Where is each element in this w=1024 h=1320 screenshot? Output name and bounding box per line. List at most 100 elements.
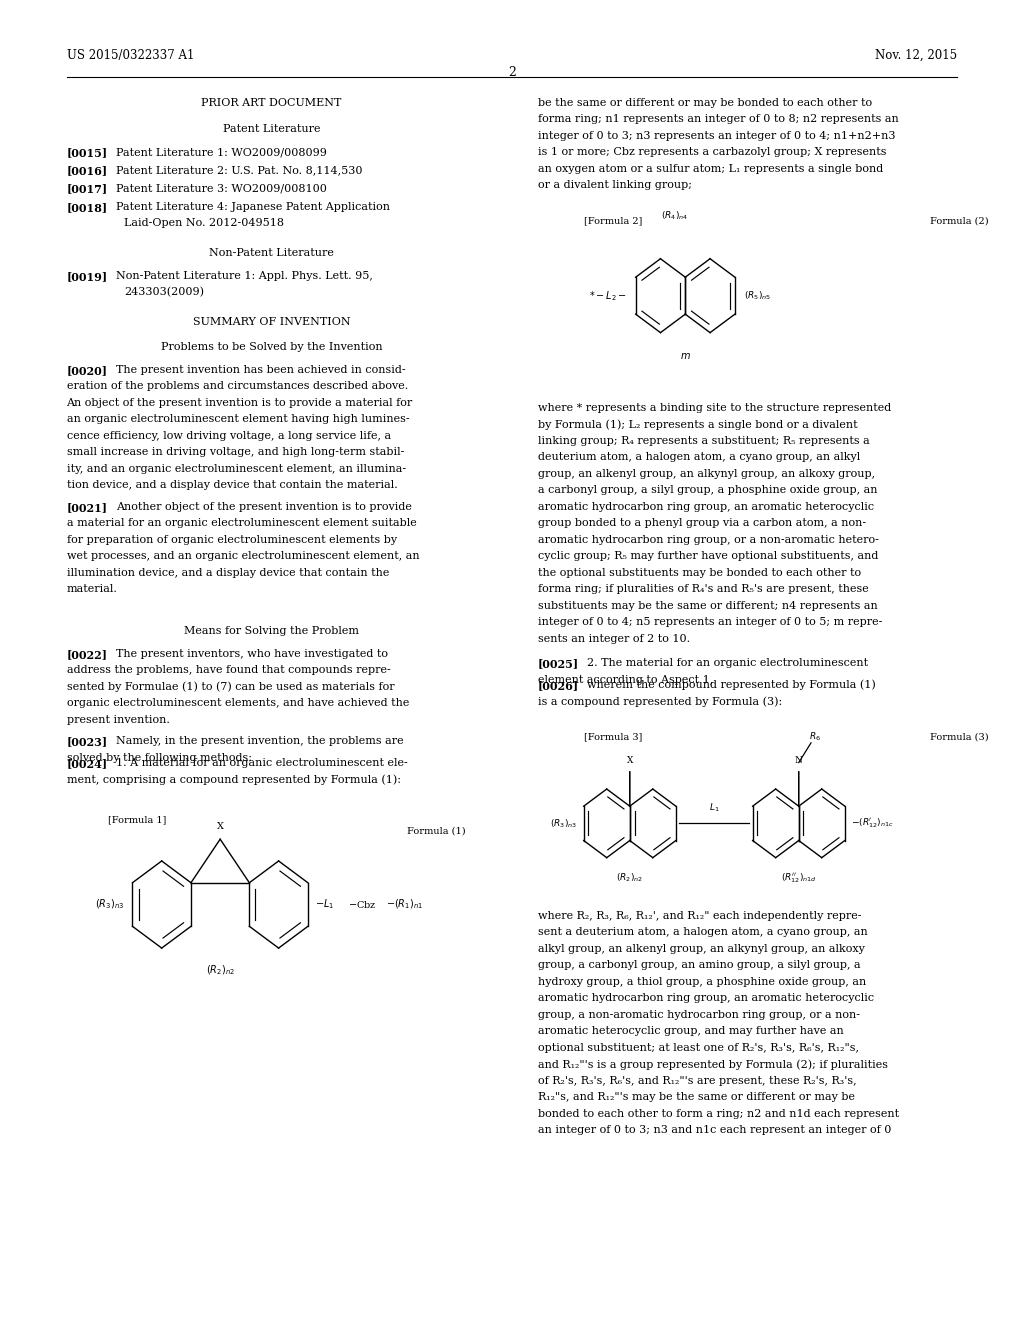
Text: [0018]: [0018] (67, 202, 108, 213)
Text: N: N (795, 756, 803, 766)
Text: organic electroluminescent elements, and have achieved the: organic electroluminescent elements, and… (67, 698, 409, 709)
Text: PRIOR ART DOCUMENT: PRIOR ART DOCUMENT (201, 98, 342, 108)
Text: element according to Aspect 1,: element according to Aspect 1, (538, 675, 713, 685)
Text: Patent Literature 3: WO2009/008100: Patent Literature 3: WO2009/008100 (116, 183, 327, 194)
Text: forma ring; if pluralities of R₄'s and R₅'s are present, these: forma ring; if pluralities of R₄'s and R… (538, 583, 868, 594)
Text: hydroxy group, a thiol group, a phosphine oxide group, an: hydroxy group, a thiol group, a phosphin… (538, 977, 866, 987)
Text: [0019]: [0019] (67, 271, 108, 282)
Text: alkyl group, an alkenyl group, an alkynyl group, an alkoxy: alkyl group, an alkenyl group, an alkyny… (538, 944, 864, 954)
Text: cence efficiency, low driving voltage, a long service life, a: cence efficiency, low driving voltage, a… (67, 430, 391, 441)
Text: an organic electroluminescent element having high lumines-: an organic electroluminescent element ha… (67, 414, 410, 425)
Text: Patent Literature 1: WO2009/008099: Patent Literature 1: WO2009/008099 (116, 147, 327, 157)
Text: is a compound represented by Formula (3):: is a compound represented by Formula (3)… (538, 696, 782, 708)
Text: cyclic group; R₅ may further have optional substituents, and: cyclic group; R₅ may further have option… (538, 550, 878, 561)
Text: 243303(2009): 243303(2009) (124, 288, 204, 298)
Text: [0022]: [0022] (67, 648, 108, 660)
Text: $*-L_2-$: $*-L_2-$ (589, 289, 627, 302)
Text: is 1 or more; Cbz represents a carbazolyl group; X represents: is 1 or more; Cbz represents a carbazoly… (538, 147, 886, 157)
Text: $-(R_{12}')_{n1c}$: $-(R_{12}')_{n1c}$ (851, 817, 894, 830)
Text: address the problems, have found that compounds repre-: address the problems, have found that co… (67, 665, 390, 676)
Text: $(R_2)_{n2}$: $(R_2)_{n2}$ (206, 964, 234, 977)
Text: 2. The material for an organic electroluminescent: 2. The material for an organic electrolu… (587, 659, 868, 668)
Text: SUMMARY OF INVENTION: SUMMARY OF INVENTION (193, 317, 350, 327)
Text: Formula (3): Formula (3) (930, 733, 988, 742)
Text: sented by Formulae (1) to (7) can be used as materials for: sented by Formulae (1) to (7) can be use… (67, 681, 394, 693)
Text: [Formula 3]: [Formula 3] (584, 733, 642, 742)
Text: 1. A material for an organic electroluminescent ele-: 1. A material for an organic electrolumi… (116, 758, 408, 768)
Text: Nov. 12, 2015: Nov. 12, 2015 (876, 49, 957, 62)
Text: Formula (1): Formula (1) (408, 826, 466, 836)
Text: Patent Literature 2: U.S. Pat. No. 8,114,530: Patent Literature 2: U.S. Pat. No. 8,114… (116, 165, 362, 176)
Text: material.: material. (67, 585, 118, 594)
Text: [0017]: [0017] (67, 183, 108, 194)
Text: wherein the compound represented by Formula (1): wherein the compound represented by Form… (587, 680, 876, 690)
Text: $(R_4)_{n4}$: $(R_4)_{n4}$ (662, 210, 688, 222)
Text: X: X (217, 822, 223, 832)
Text: aromatic hydrocarbon ring group, an aromatic heterocyclic: aromatic hydrocarbon ring group, an arom… (538, 994, 873, 1003)
Text: and R₁₂"'s is a group represented by Formula (2); if pluralities: and R₁₂"'s is a group represented by For… (538, 1060, 888, 1071)
Text: Another object of the present invention is to provide: Another object of the present invention … (116, 502, 412, 512)
Text: $(R_3)_{n3}$: $(R_3)_{n3}$ (94, 898, 124, 911)
Text: Formula (2): Formula (2) (930, 216, 988, 226)
Text: $(R_{12}'')_{n1d}$: $(R_{12}'')_{n1d}$ (781, 871, 816, 884)
Text: bonded to each other to form a ring; n2 and n1d each represent: bonded to each other to form a ring; n2 … (538, 1109, 899, 1119)
Text: [0023]: [0023] (67, 737, 108, 747)
Text: $-(R_1)_{n1}$: $-(R_1)_{n1}$ (386, 898, 423, 911)
Text: linking group; R₄ represents a substituent; R₅ represents a: linking group; R₄ represents a substitue… (538, 436, 869, 446)
Text: of R₂'s, R₃'s, R₆'s, and R₁₂"'s are present, these R₂'s, R₃'s,: of R₂'s, R₃'s, R₆'s, and R₁₂"'s are pres… (538, 1076, 856, 1086)
Text: $L_1$: $L_1$ (709, 801, 720, 814)
Text: X: X (627, 756, 633, 766)
Text: An object of the present invention is to provide a material for: An object of the present invention is to… (67, 397, 413, 408)
Text: [0016]: [0016] (67, 165, 108, 177)
Text: [0020]: [0020] (67, 364, 108, 376)
Text: ity, and an organic electroluminescent element, an illumina-: ity, and an organic electroluminescent e… (67, 463, 406, 474)
Text: Non-Patent Literature 1: Appl. Phys. Lett. 95,: Non-Patent Literature 1: Appl. Phys. Let… (116, 271, 373, 281)
Text: for preparation of organic electroluminescent elements by: for preparation of organic electrolumine… (67, 535, 396, 545)
Text: a material for an organic electroluminescent element suitable: a material for an organic electrolumines… (67, 519, 417, 528)
Text: illumination device, and a display device that contain the: illumination device, and a display devic… (67, 568, 389, 578)
Text: or a divalent linking group;: or a divalent linking group; (538, 180, 691, 190)
Text: the optional substituents may be bonded to each other to: the optional substituents may be bonded … (538, 568, 861, 578)
Text: [0021]: [0021] (67, 502, 108, 513)
Text: Patent Literature 4: Japanese Patent Application: Patent Literature 4: Japanese Patent App… (116, 202, 390, 211)
Text: integer of 0 to 3; n3 represents an integer of 0 to 4; n1+n2+n3: integer of 0 to 3; n3 represents an inte… (538, 131, 895, 141)
Text: group, a carbonyl group, an amino group, a silyl group, a: group, a carbonyl group, an amino group,… (538, 961, 860, 970)
Text: [0024]: [0024] (67, 758, 108, 768)
Text: [Formula 1]: [Formula 1] (108, 816, 166, 825)
Text: US 2015/0322337 A1: US 2015/0322337 A1 (67, 49, 194, 62)
Text: group, a non-aromatic hydrocarbon ring group, or a non-: group, a non-aromatic hydrocarbon ring g… (538, 1010, 859, 1020)
Text: $R_6$: $R_6$ (809, 730, 821, 743)
Text: optional substituent; at least one of R₂'s, R₃'s, R₆'s, R₁₂"s,: optional substituent; at least one of R₂… (538, 1043, 858, 1053)
Text: group, an alkenyl group, an alkynyl group, an alkoxy group,: group, an alkenyl group, an alkynyl grou… (538, 469, 874, 479)
Text: small increase in driving voltage, and high long-term stabil-: small increase in driving voltage, and h… (67, 447, 403, 458)
Text: deuterium atom, a halogen atom, a cyano group, an alkyl: deuterium atom, a halogen atom, a cyano … (538, 451, 860, 462)
Text: aromatic heterocyclic group, and may further have an: aromatic heterocyclic group, and may fur… (538, 1027, 844, 1036)
Text: ment, comprising a compound represented by Formula (1):: ment, comprising a compound represented … (67, 774, 400, 785)
Text: Problems to be Solved by the Invention: Problems to be Solved by the Invention (161, 342, 382, 352)
Text: sents an integer of 2 to 10.: sents an integer of 2 to 10. (538, 634, 690, 644)
Text: $(R_2)_{n2}$: $(R_2)_{n2}$ (616, 871, 643, 884)
Text: wet processes, and an organic electroluminescent element, an: wet processes, and an organic electrolum… (67, 552, 419, 561)
Text: [0026]: [0026] (538, 680, 579, 690)
Text: an oxygen atom or a sulfur atom; L₁ represents a single bond: an oxygen atom or a sulfur atom; L₁ repr… (538, 164, 883, 174)
Text: integer of 0 to 4; n5 represents an integer of 0 to 5; m repre-: integer of 0 to 4; n5 represents an inte… (538, 616, 882, 627)
Text: present invention.: present invention. (67, 714, 169, 725)
Text: Patent Literature: Patent Literature (222, 124, 321, 135)
Text: $-$Cbz: $-$Cbz (348, 899, 377, 909)
Text: Laid-Open No. 2012-049518: Laid-Open No. 2012-049518 (124, 218, 284, 228)
Text: be the same or different or may be bonded to each other to: be the same or different or may be bonde… (538, 98, 871, 108)
Text: Namely, in the present invention, the problems are: Namely, in the present invention, the pr… (116, 737, 403, 746)
Text: group bonded to a phenyl group via a carbon atom, a non-: group bonded to a phenyl group via a car… (538, 517, 865, 528)
Text: where * represents a binding site to the structure represented: where * represents a binding site to the… (538, 403, 891, 413)
Text: solved by the following methods:: solved by the following methods: (67, 752, 252, 763)
Text: an integer of 0 to 3; n3 and n1c each represent an integer of 0: an integer of 0 to 3; n3 and n1c each re… (538, 1126, 891, 1135)
Text: sent a deuterium atom, a halogen atom, a cyano group, an: sent a deuterium atom, a halogen atom, a… (538, 928, 867, 937)
Text: [0025]: [0025] (538, 659, 579, 669)
Text: 2: 2 (508, 66, 516, 79)
Text: Non-Patent Literature: Non-Patent Literature (209, 248, 334, 257)
Text: forma ring; n1 represents an integer of 0 to 8; n2 represents an: forma ring; n1 represents an integer of … (538, 114, 898, 124)
Text: aromatic hydrocarbon ring group, or a non-aromatic hetero-: aromatic hydrocarbon ring group, or a no… (538, 535, 879, 545)
Text: tion device, and a display device that contain the material.: tion device, and a display device that c… (67, 480, 397, 491)
Text: substituents may be the same or different; n4 represents an: substituents may be the same or differen… (538, 601, 878, 611)
Text: aromatic hydrocarbon ring group, an aromatic heterocyclic: aromatic hydrocarbon ring group, an arom… (538, 502, 873, 512)
